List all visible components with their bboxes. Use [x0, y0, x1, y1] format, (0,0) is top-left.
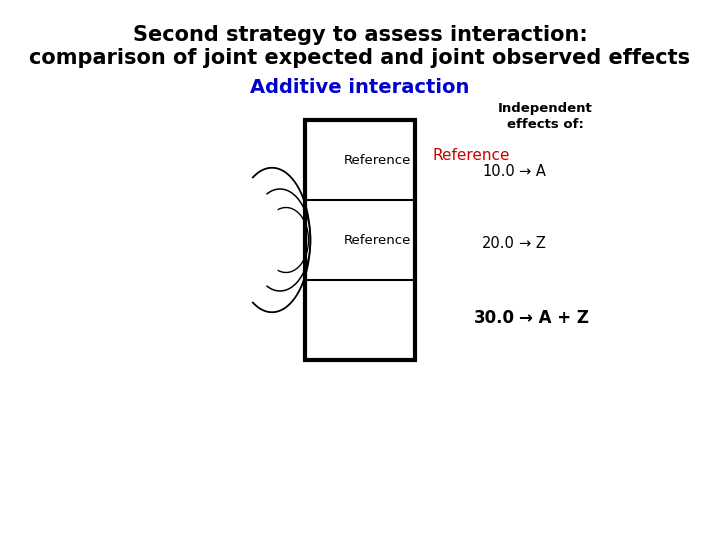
Bar: [305, 120, 415, 360]
Text: Additive interaction: Additive interaction: [251, 78, 469, 97]
Text: comparison of joint expected and joint observed effects: comparison of joint expected and joint o…: [30, 48, 690, 68]
Text: 30.0: 30.0: [474, 309, 515, 327]
Text: Second strategy to assess interaction:: Second strategy to assess interaction:: [132, 25, 588, 45]
Text: → A + Z: → A + Z: [519, 309, 589, 327]
Text: effects of:: effects of:: [507, 118, 583, 131]
Text: Reference: Reference: [433, 148, 510, 164]
Text: → Z: → Z: [519, 237, 546, 252]
Text: Reference: Reference: [343, 153, 411, 166]
Text: 20.0: 20.0: [482, 237, 515, 252]
Text: Independent: Independent: [498, 102, 593, 115]
Text: 10.0: 10.0: [482, 165, 515, 179]
Text: Reference: Reference: [343, 233, 411, 246]
Text: → A: → A: [519, 165, 546, 179]
